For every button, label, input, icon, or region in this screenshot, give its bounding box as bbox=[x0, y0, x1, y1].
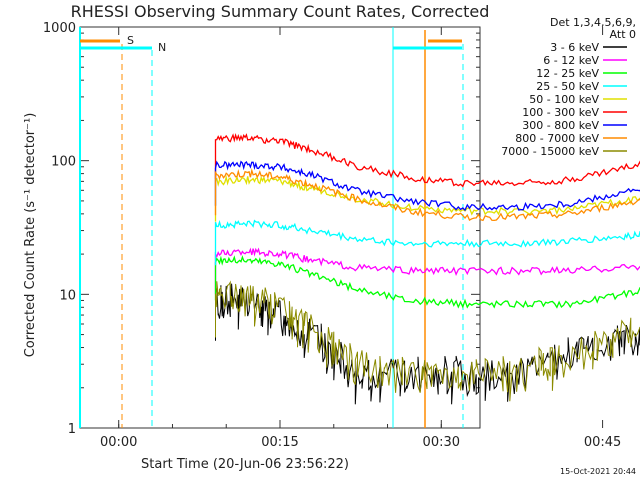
series-line-0 bbox=[215, 283, 640, 405]
x-tick-label: 00:15 bbox=[261, 435, 298, 450]
x-tick-label: 00:45 bbox=[584, 435, 621, 450]
series-group bbox=[214, 132, 640, 405]
legend-label: 300 - 800 keV bbox=[522, 119, 599, 132]
x-tick-label: 00:00 bbox=[100, 435, 137, 450]
legend-label: 800 - 7000 keV bbox=[515, 132, 599, 145]
legend-label: 3 - 6 keV bbox=[550, 41, 599, 54]
series-line-6 bbox=[214, 160, 640, 212]
series-line-3 bbox=[214, 219, 640, 266]
series-line-5 bbox=[214, 132, 640, 188]
legend-label: 50 - 100 keV bbox=[529, 93, 599, 106]
legend-label: 6 - 12 keV bbox=[543, 54, 599, 67]
x-axis-label: Start Time (20-Jun-06 23:56:22) bbox=[141, 457, 349, 472]
series-line-1 bbox=[214, 247, 640, 295]
legend-header: Att 0 bbox=[610, 28, 636, 41]
x-tick-label: 00:30 bbox=[423, 435, 460, 450]
y-tick-label: 1000 bbox=[43, 21, 76, 36]
series-line-8 bbox=[215, 280, 640, 402]
legend-header: Det 1,3,4,5,6,9, bbox=[550, 16, 636, 29]
y-tick-label: 1 bbox=[68, 422, 76, 437]
y-axis-label: Corrected Count Rate (s⁻¹ detector⁻¹) bbox=[23, 113, 38, 358]
night-marker-label: N bbox=[158, 41, 166, 54]
series-line-7 bbox=[214, 168, 640, 222]
y-tick-label: 10 bbox=[59, 288, 76, 303]
timestamp: 15-Oct-2021 20:44 bbox=[560, 467, 636, 476]
legend-label: 25 - 50 keV bbox=[536, 80, 599, 93]
legend-label: 7000 - 15000 keV bbox=[501, 145, 599, 158]
chart-title: RHESSI Observing Summary Count Rates, Co… bbox=[71, 2, 490, 21]
y-tick-label: 100 bbox=[51, 155, 76, 170]
legend-label: 100 - 300 keV bbox=[522, 106, 599, 119]
saa-marker-label: S bbox=[127, 34, 134, 47]
series-line-2 bbox=[214, 255, 640, 309]
legend-label: 12 - 25 keV bbox=[536, 67, 599, 80]
